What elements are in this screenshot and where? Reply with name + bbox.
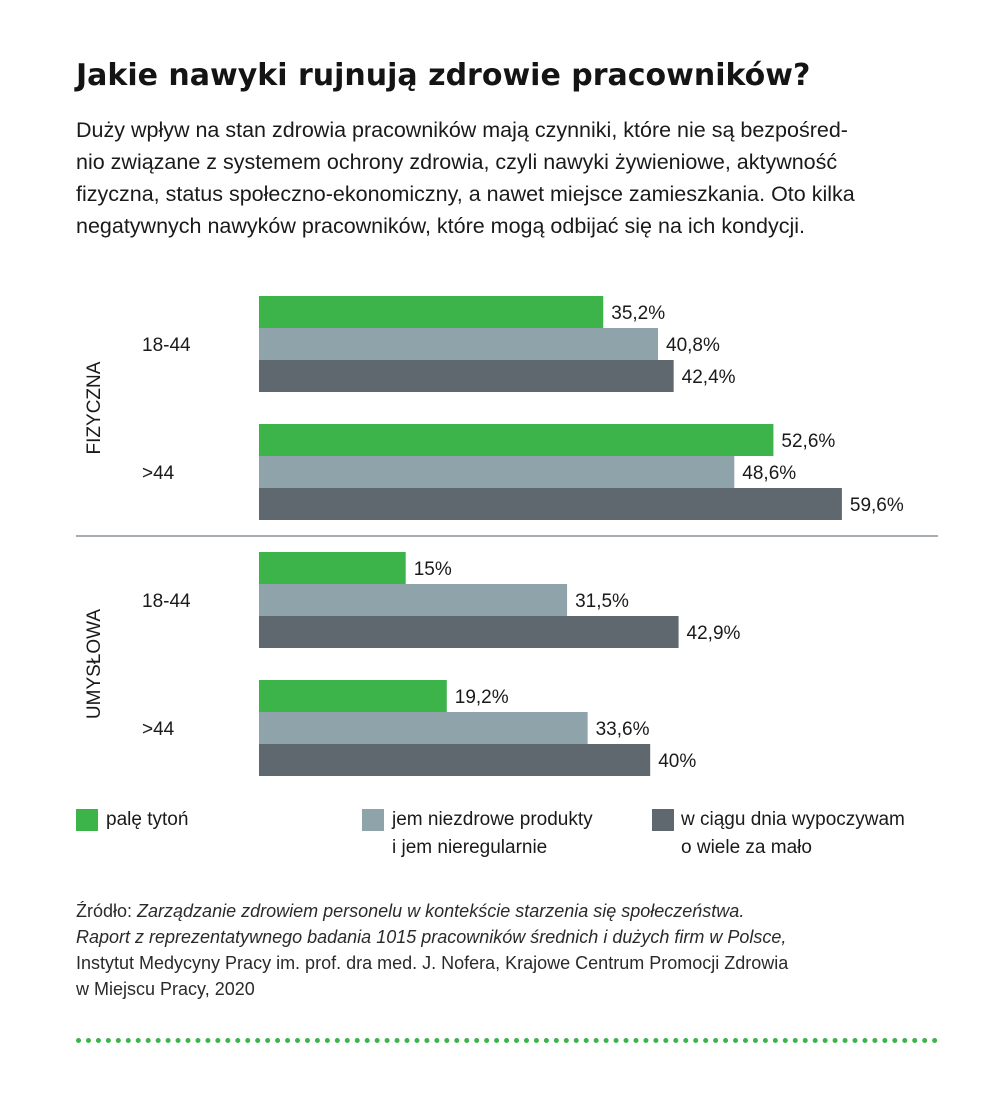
bar	[259, 360, 674, 392]
bar	[259, 488, 842, 520]
chart-title: Jakie nawyki rujnują zdrowie pracowników…	[76, 58, 811, 93]
intro-line: nio związane z systemem ochrony zdrowia,…	[76, 150, 838, 174]
legend-line: i jem nieregularnie	[392, 837, 548, 858]
category-label: 18-44	[142, 591, 191, 612]
bar-value-label: 31,5%	[575, 591, 629, 612]
intro-line: Duży wpływ na stan zdrowia pracowników m…	[76, 118, 848, 142]
bar	[259, 584, 568, 616]
bar	[259, 744, 651, 776]
legend-swatch-little-rest	[652, 809, 674, 831]
legend-label-unhealthy-food: jem niezdrowe produkty i jem nieregularn…	[392, 806, 593, 862]
bar	[259, 424, 774, 456]
source-prefix: Źródło:	[76, 901, 138, 921]
category-label: >44	[142, 463, 175, 484]
source-title: Zarządzanie zdrowiem personelu w kontekś…	[137, 901, 745, 921]
category-label: >44	[142, 719, 175, 740]
category-label: 18-44	[142, 335, 191, 356]
intro-line: fizyczna, status społeczno-ekonomiczny, …	[76, 182, 855, 206]
bar-value-label: 42,4%	[682, 367, 736, 388]
bar-chart: 35,2%40,8% 42,4% 18-44 52,6% 48,6% 59,6% >44 FI…	[76, 296, 938, 776]
bar	[259, 616, 679, 648]
bar-value-label: 52,6%	[781, 431, 835, 452]
bar-value-label: 35,2%	[611, 303, 665, 324]
bar-value-label: 48,6%	[742, 463, 796, 484]
bar-value-label: 33,6%	[596, 719, 650, 740]
dotted-divider	[76, 1038, 938, 1043]
bar	[259, 712, 588, 744]
intro-line: negatywnych nawyków pracowników, które m…	[76, 214, 805, 238]
intro-text: Duży wpływ na stan zdrowia pracowników m…	[76, 114, 956, 242]
bar-value-label: 15%	[414, 559, 452, 580]
legend-line: o wiele za mało	[681, 837, 812, 858]
legend-label-smoking: palę tytoń	[106, 806, 188, 834]
bar-value-label: 42,9%	[687, 623, 741, 644]
group-label: UMYSŁOWA	[84, 609, 105, 719]
legend-label-little-rest: w ciągu dnia wypoczywam o wiele za mało	[681, 806, 905, 862]
legend-swatch-unhealthy-food	[362, 809, 384, 831]
source-line-3: Instytut Medycyny Pracy im. prof. dra me…	[76, 953, 789, 973]
source-line-4: w Miejscu Pracy, 2020	[76, 979, 255, 999]
bar	[259, 680, 447, 712]
bar	[259, 456, 735, 488]
legend-line: jem niezdrowe produkty	[392, 809, 593, 830]
group-label: FIZYCZNA	[84, 361, 105, 454]
legend-line: palę tytoń	[106, 809, 189, 830]
source-title-cont: Raport z reprezentatywnego badania 1015 …	[76, 927, 787, 947]
bar-value-label: 19,2%	[455, 687, 509, 708]
source-note: Źródło: Zarządzanie zdrowiem personelu w…	[76, 898, 976, 1002]
bar	[259, 296, 604, 328]
bar	[259, 328, 659, 360]
source-line-2: Raport z reprezentatywnego badania 1015 …	[76, 924, 976, 950]
bar-value-label: 40,8%	[666, 335, 720, 356]
source-line-1: Źródło: Zarządzanie zdrowiem personelu w…	[76, 898, 976, 924]
legend-line: w ciągu dnia wypoczywam	[681, 809, 905, 830]
legend-swatch-smoking	[76, 809, 98, 831]
bar-value-label: 40%	[658, 751, 696, 772]
bar-value-label: 59,6%	[850, 495, 904, 516]
bar	[259, 552, 406, 584]
